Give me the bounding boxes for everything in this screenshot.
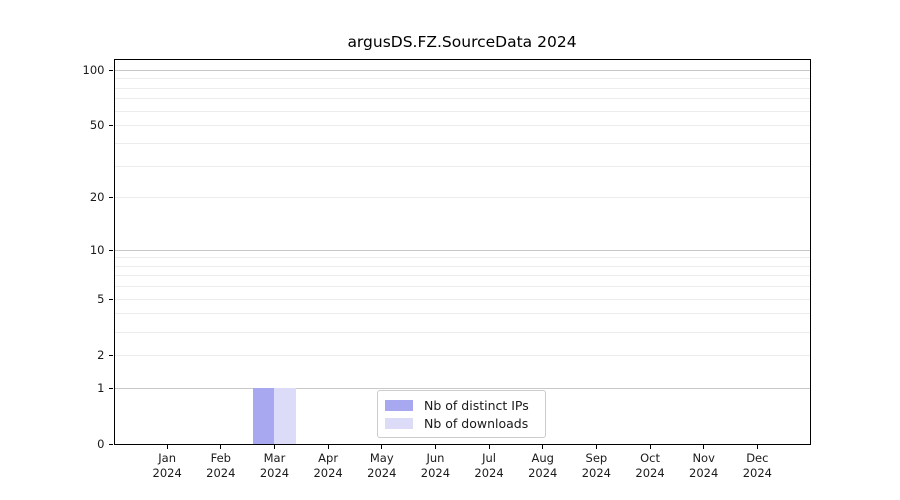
gridline-minor (113, 275, 811, 277)
y-tick-label: 0 (97, 437, 105, 451)
x-tick-mark (649, 445, 651, 449)
gridline-minor (113, 98, 811, 100)
gridline-major (113, 249, 811, 251)
gridline-minor (113, 313, 811, 315)
legend-swatch-distinct-ips-icon (385, 399, 413, 411)
legend-item-distinct-ips: Nb of distinct IPs (385, 398, 545, 413)
x-tick-label: Feb 2024 (206, 451, 236, 480)
y-tick-label: 20 (89, 190, 105, 205)
y-tick-label: 2 (97, 347, 105, 362)
y-tick-label: 50 (89, 118, 105, 133)
gridline-minor (113, 286, 811, 288)
x-tick-label: Aug 2024 (528, 451, 558, 480)
x-tick-label: Jan 2024 (152, 451, 182, 480)
x-tick-label: Dec 2024 (742, 451, 772, 480)
gridline-minor (113, 110, 811, 112)
gridline-minor (113, 125, 811, 127)
gridline-major (113, 69, 811, 71)
y-tick-mark (109, 125, 113, 127)
legend-item-downloads: Nb of downloads (385, 416, 545, 431)
y-tick-mark (109, 249, 113, 251)
y-tick-mark (109, 69, 113, 71)
gridline-major (113, 387, 811, 389)
x-tick-label: Jul 2024 (474, 451, 504, 480)
x-tick-label: Nov 2024 (689, 451, 719, 480)
x-tick-mark (381, 445, 383, 449)
gridline-minor (113, 257, 811, 259)
x-tick-mark (703, 445, 705, 449)
gridline-minor (113, 142, 811, 144)
bar-downloads (274, 388, 296, 445)
legend: Nb of distinct IPs Nb of downloads (377, 390, 546, 438)
y-tick-label: 5 (97, 291, 105, 306)
y-tick-label: 100 (82, 62, 105, 77)
x-tick-label: Mar 2024 (259, 451, 290, 480)
y-tick-mark (109, 444, 113, 445)
x-tick-label: Oct 2024 (635, 451, 665, 480)
x-tick-mark (220, 445, 222, 449)
x-tick-mark (434, 445, 436, 449)
y-tick-mark (109, 197, 113, 199)
x-tick-mark (166, 445, 168, 449)
x-tick-mark (756, 445, 758, 449)
y-tick-mark (109, 387, 113, 389)
legend-label-downloads: Nb of downloads (424, 415, 529, 431)
y-tick-label: 10 (89, 242, 105, 257)
x-tick-mark (327, 445, 329, 449)
chart-title: argusDS.FZ.SourceData 2024 (347, 33, 577, 51)
legend-swatch-downloads-icon (385, 417, 413, 429)
x-tick-label: Jun 2024 (420, 451, 451, 480)
x-tick-mark (595, 445, 597, 449)
gridline-minor (113, 298, 811, 300)
x-tick-mark (273, 445, 275, 449)
x-tick-mark (542, 445, 544, 449)
x-tick-mark (488, 445, 490, 449)
x-tick-label: Sep 2024 (581, 451, 612, 480)
gridline-minor (113, 78, 811, 80)
y-tick-label: 1 (97, 380, 105, 395)
y-tick-mark (109, 298, 113, 300)
gridline-minor (113, 165, 811, 167)
gridline-minor (113, 331, 811, 333)
bar-distinct-ips (252, 388, 275, 445)
legend-label-distinct-ips: Nb of distinct IPs (424, 397, 529, 413)
gridline-minor (113, 265, 811, 267)
x-tick-label: Apr 2024 (313, 451, 343, 480)
plot-area (113, 59, 811, 445)
gridline-minor (113, 87, 811, 89)
x-tick-label: May 2024 (367, 451, 397, 480)
gridline-minor (113, 354, 811, 356)
gridline-minor (113, 197, 811, 199)
y-tick-mark (109, 354, 113, 356)
